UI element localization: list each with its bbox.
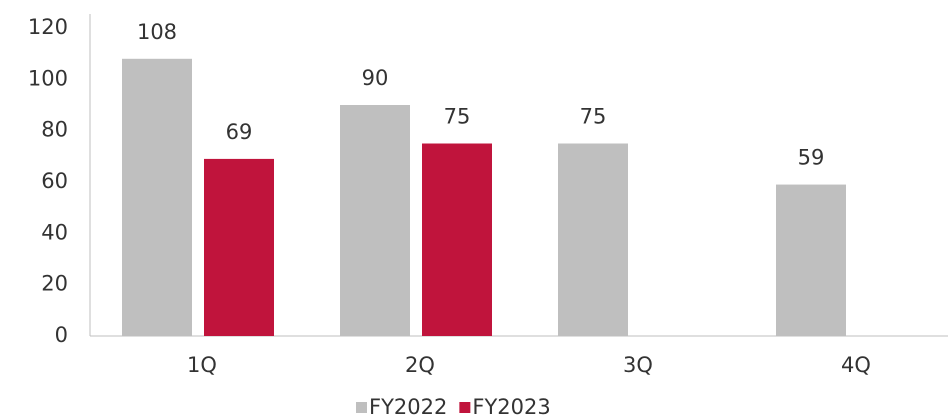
- bar: [340, 105, 410, 336]
- data-label: 59: [798, 146, 825, 170]
- x-tick-label: 2Q: [405, 353, 435, 377]
- y-tick-label: 80: [41, 118, 68, 142]
- bar: [422, 143, 492, 336]
- x-tick-label: 4Q: [841, 353, 871, 377]
- bar: [558, 143, 628, 336]
- y-tick-label: 20: [41, 272, 68, 296]
- y-tick-label: 40: [41, 220, 68, 244]
- y-tick-label: 60: [41, 169, 68, 193]
- x-tick-label: 1Q: [187, 353, 217, 377]
- legend-label: FY2023: [472, 395, 550, 419]
- bar: [204, 158, 274, 336]
- data-label: 75: [444, 105, 471, 129]
- legend-label: FY2022: [369, 395, 447, 419]
- y-tick-label: 120: [28, 15, 68, 39]
- legend-swatch: [459, 402, 471, 413]
- data-label: 75: [580, 105, 607, 129]
- data-label: 90: [362, 66, 389, 90]
- bar: [122, 58, 192, 337]
- data-label: 108: [137, 20, 177, 44]
- y-tick-label: 0: [55, 323, 68, 347]
- data-label: 69: [226, 120, 253, 144]
- bar: [776, 184, 846, 336]
- y-tick-label: 100: [28, 66, 68, 90]
- legend-swatch: [356, 402, 367, 413]
- x-tick-label: 3Q: [623, 353, 653, 377]
